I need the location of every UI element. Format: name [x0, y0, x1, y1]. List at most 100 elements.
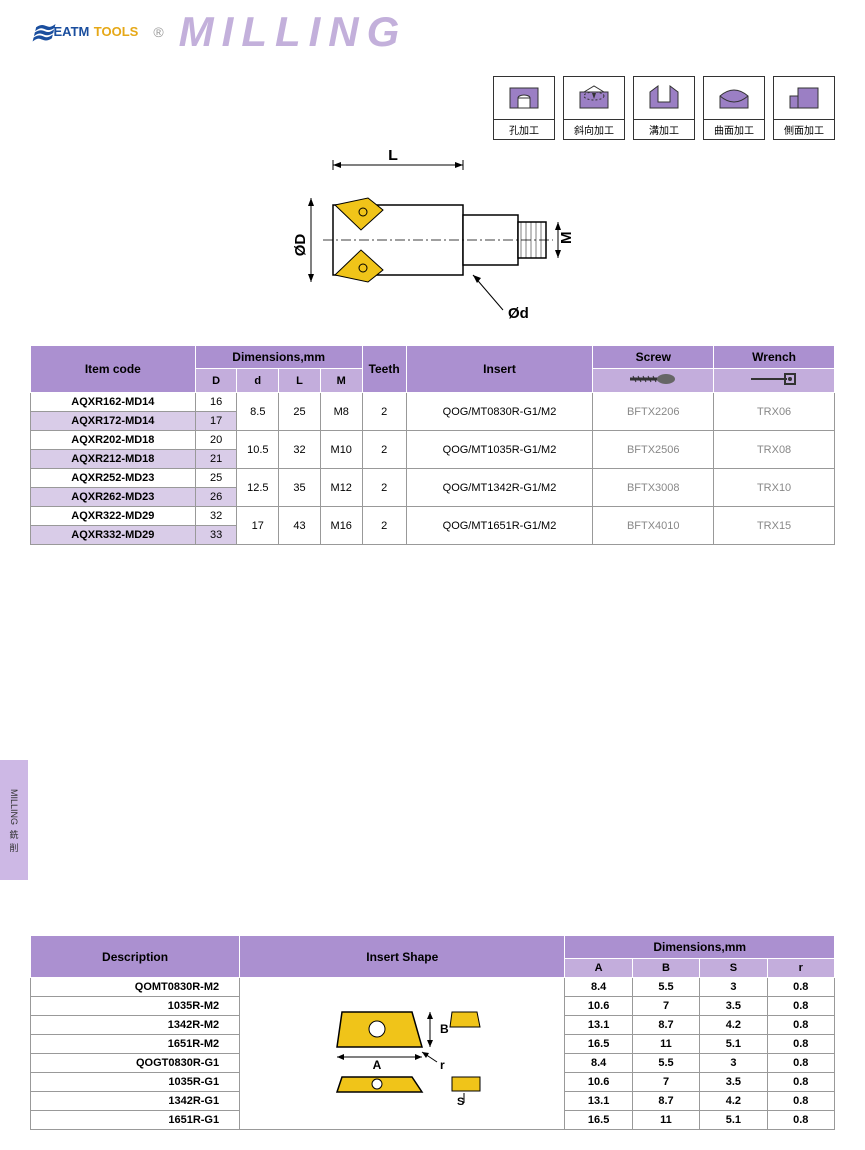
cell-desc: 1035R-M2	[31, 997, 240, 1016]
cell-wrench: TRX08	[714, 431, 835, 469]
cell-D: 33	[195, 526, 237, 545]
th-S: S	[700, 959, 767, 978]
cell-S: 3.5	[700, 997, 767, 1016]
cell-L: 35	[279, 469, 321, 507]
svg-text:A: A	[373, 1058, 382, 1072]
cell-insert: QOG/MT0830R-G1/M2	[406, 393, 593, 431]
th-teeth: Teeth	[362, 346, 406, 393]
cell-insert: QOG/MT1342R-G1/M2	[406, 469, 593, 507]
table-row: AQXR202-MD182010.532M102QOG/MT1035R-G1/M…	[31, 431, 835, 450]
th-L: L	[279, 369, 321, 393]
cell-S: 3.5	[700, 1073, 767, 1092]
cell-A: 16.5	[565, 1111, 632, 1130]
logo-brand2: TOOLS	[94, 24, 139, 39]
cell-insert: QOG/MT1651R-G1/M2	[406, 507, 593, 545]
cell-B: 11	[632, 1111, 699, 1130]
cell-B: 7	[632, 997, 699, 1016]
cell-code: AQXR202-MD18	[31, 431, 196, 450]
machining-icon-label: 孔加工	[493, 120, 555, 140]
cell-code: AQXR332-MD29	[31, 526, 196, 545]
cell-r: 0.8	[767, 1035, 834, 1054]
cell-r: 0.8	[767, 1016, 834, 1035]
machining-icon-label: 側面加工	[773, 120, 835, 140]
cell-r: 0.8	[767, 978, 834, 997]
cell-teeth: 2	[362, 507, 406, 545]
diagram-label-d: Ød	[508, 305, 529, 322]
cell-d: 10.5	[237, 431, 279, 469]
table-row: AQXR252-MD232512.535M122QOG/MT1342R-G1/M…	[31, 469, 835, 488]
machining-icon: 斜向加工	[563, 76, 625, 140]
cell-S: 3	[700, 1054, 767, 1073]
machining-icon: 孔加工	[493, 76, 555, 140]
svg-text:B: B	[440, 1022, 449, 1036]
registered-mark: ®	[153, 24, 163, 40]
th-A: A	[565, 959, 632, 978]
cell-code: AQXR322-MD29	[31, 507, 196, 526]
cell-desc: QOGT0830R-G1	[31, 1054, 240, 1073]
cell-D: 32	[195, 507, 237, 526]
cell-teeth: 2	[362, 469, 406, 507]
table-row: AQXR162-MD14168.525M82QOG/MT0830R-G1/M2B…	[31, 393, 835, 412]
cell-M: M16	[320, 507, 362, 545]
diagram-label-L: L	[388, 150, 398, 164]
cell-D: 16	[195, 393, 237, 412]
cell-desc: 1035R-G1	[31, 1073, 240, 1092]
cell-S: 4.2	[700, 1016, 767, 1035]
cell-wrench: TRX15	[714, 507, 835, 545]
cell-M: M10	[320, 431, 362, 469]
th-insert: Insert	[406, 346, 593, 393]
cell-B: 8.7	[632, 1016, 699, 1035]
cell-screw: BFTX2206	[593, 393, 714, 431]
cell-S: 5.1	[700, 1111, 767, 1130]
cell-D: 21	[195, 450, 237, 469]
cell-insert: QOG/MT1035R-G1/M2	[406, 431, 593, 469]
th-ins-dimensions: Dimensions,mm	[565, 936, 835, 959]
machining-icon-label: 斜向加工	[563, 120, 625, 140]
cell-L: 43	[279, 507, 321, 545]
cell-A: 13.1	[565, 1092, 632, 1111]
cell-A: 16.5	[565, 1035, 632, 1054]
machining-icon-shape	[563, 76, 625, 120]
cell-M: M12	[320, 469, 362, 507]
cell-D: 20	[195, 431, 237, 450]
cell-A: 13.1	[565, 1016, 632, 1035]
cell-screw: BFTX3008	[593, 469, 714, 507]
cell-d: 12.5	[237, 469, 279, 507]
cell-desc: 1342R-M2	[31, 1016, 240, 1035]
machining-icon-row: 孔加工斜向加工溝加工曲面加工側面加工	[30, 76, 835, 140]
side-tab-cn1: 銑	[9, 828, 18, 841]
cell-B: 8.7	[632, 1092, 699, 1111]
machining-icon-shape	[773, 76, 835, 120]
cell-A: 8.4	[565, 978, 632, 997]
cell-r: 0.8	[767, 1111, 834, 1130]
machining-icon-shape	[703, 76, 765, 120]
machining-icon-label: 溝加工	[633, 120, 695, 140]
th-item-code: Item code	[31, 346, 196, 393]
cell-S: 3	[700, 978, 767, 997]
cell-wrench: TRX10	[714, 469, 835, 507]
machining-icon-label: 曲面加工	[703, 120, 765, 140]
diagram-label-D: ØD	[293, 234, 309, 257]
th-screw-icon	[593, 369, 714, 393]
table-row: QOMT0830R-M2ABrS8.45.530.8	[31, 978, 835, 997]
machining-icon: 溝加工	[633, 76, 695, 140]
page-title: MILLING	[179, 8, 408, 56]
cell-B: 11	[632, 1035, 699, 1054]
th-screw: Screw	[593, 346, 714, 369]
side-tab-en: MILLING	[9, 789, 19, 825]
cell-code: AQXR212-MD18	[31, 450, 196, 469]
th-wrench-icon	[714, 369, 835, 393]
cell-d: 17	[237, 507, 279, 545]
cell-r: 0.8	[767, 1092, 834, 1111]
table-row: AQXR322-MD29321743M162QOG/MT1651R-G1/M2B…	[31, 507, 835, 526]
cell-d: 8.5	[237, 393, 279, 431]
screw-icon	[628, 372, 678, 386]
logo: ≋ EATM TOOLS	[30, 16, 138, 49]
header: ≋ EATM TOOLS ® MILLING	[30, 8, 835, 56]
insert-shape-table: Description Insert Shape Dimensions,mm A…	[30, 935, 835, 1130]
wrench-icon	[749, 372, 799, 386]
diagram-label-M: M	[558, 232, 573, 245]
cell-M: M8	[320, 393, 362, 431]
cell-B: 5.5	[632, 1054, 699, 1073]
side-tab-cn2: 削	[9, 841, 18, 854]
